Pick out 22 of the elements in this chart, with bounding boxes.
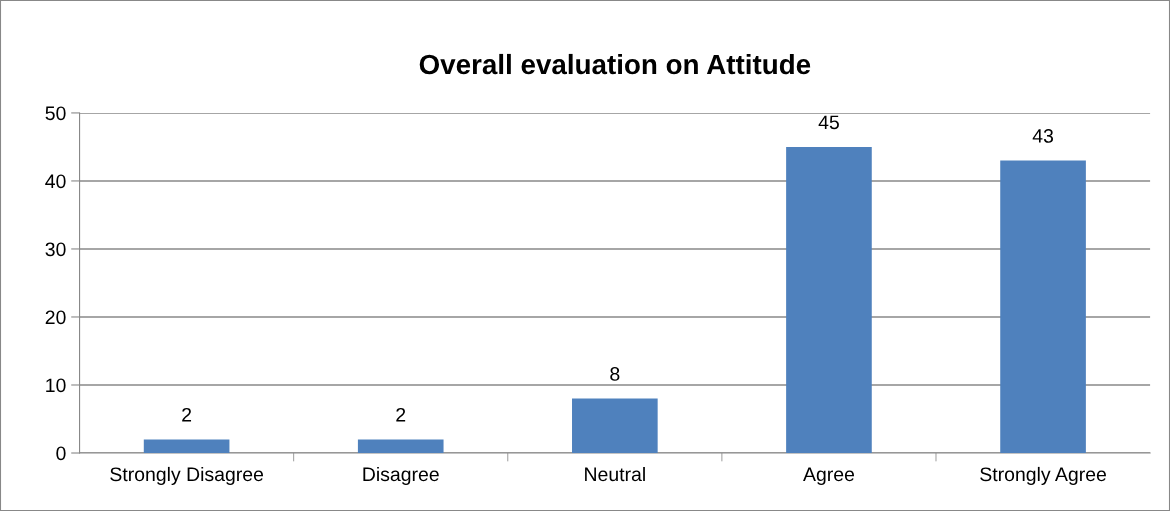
bar: [1000, 160, 1086, 453]
y-tick-label: 30: [45, 242, 66, 257]
chart-title: Overall evaluation on Attitude: [419, 53, 811, 75]
data-label: 2: [396, 407, 406, 422]
bar: [786, 146, 872, 453]
x-tick-label: Neutral: [585, 466, 645, 482]
y-tick-label: 40: [45, 174, 66, 189]
data-label: 2: [182, 407, 192, 422]
bar: [572, 398, 658, 453]
bar: [143, 439, 230, 453]
y-tick-label: 20: [45, 310, 66, 325]
bar: [357, 439, 444, 453]
x-tick-label: Strongly Disagree: [110, 466, 264, 486]
y-tick-label: 50: [45, 106, 66, 121]
x-tick-label: Disagree: [363, 466, 439, 486]
y-tick-label: 10: [46, 378, 66, 393]
y-tick-label: 0: [56, 446, 66, 461]
data-label: 45: [818, 115, 839, 130]
x-tick-label: Strongly Agree: [980, 466, 1106, 486]
x-tick-label: Agree: [803, 467, 855, 486]
data-label: 8: [610, 367, 620, 381]
data-label: 43: [1032, 129, 1054, 143]
